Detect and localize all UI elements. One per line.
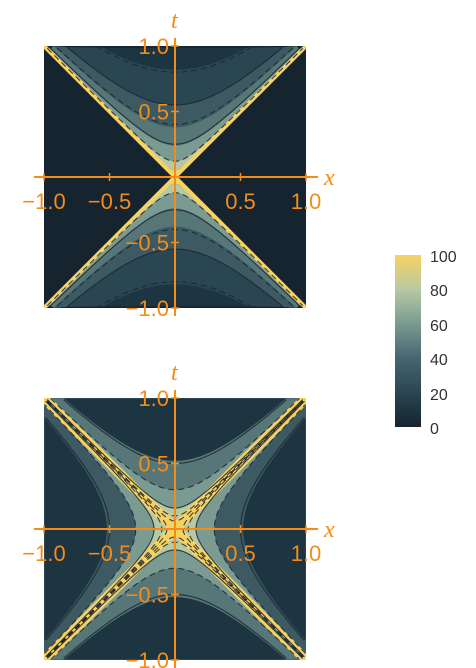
x-tick-label: 0.5: [225, 189, 256, 214]
x-tick-label: −0.5: [88, 541, 131, 566]
x-tick-label: −0.5: [88, 189, 131, 214]
y-tick-label: −0.5: [126, 583, 169, 608]
y-tick-label: −1.0: [126, 648, 169, 668]
y-axis-label: t: [171, 360, 179, 386]
bottom-contour-panel: x t −1.0 −0.5 0.5 1.0 1.0 0.5 −0.5 −1.0: [22, 360, 335, 668]
colorbar-tick: 0: [430, 421, 439, 438]
x-tick-label: −1.0: [22, 541, 65, 566]
y-tick-label: 1.0: [138, 386, 169, 411]
contour-line: [46, 400, 168, 658]
y-tick-label: 1.0: [138, 34, 169, 59]
colorbar-tick: 20: [430, 387, 448, 404]
x-tick-label: 0.5: [225, 541, 256, 566]
y-tick-label: −0.5: [126, 231, 169, 256]
colorbar-tick: 40: [430, 352, 448, 369]
x-tick-label: 1.0: [291, 189, 322, 214]
y-tick-label: −1.0: [126, 296, 169, 321]
y-axis-label: t: [171, 8, 179, 34]
colorbar-tick: 80: [430, 283, 448, 300]
y-tick-label: 0.5: [138, 452, 169, 477]
x-axis-label: x: [323, 165, 335, 191]
x-tick-label: 1.0: [291, 541, 322, 566]
colorbar-gradient: [395, 255, 421, 427]
colorbar-tick: 60: [430, 318, 448, 335]
colorbar: 100 80 60 40 20 0: [395, 249, 457, 438]
y-tick-label: 0.5: [138, 100, 169, 125]
x-axis-label: x: [323, 517, 335, 543]
colorbar-tick: 100: [430, 249, 457, 266]
top-contour-panel: x t −1.0 −0.5 0.5 1.0 1.0 0.5 −0.5 −1.0: [22, 8, 335, 321]
x-tick-label: −1.0: [22, 189, 65, 214]
